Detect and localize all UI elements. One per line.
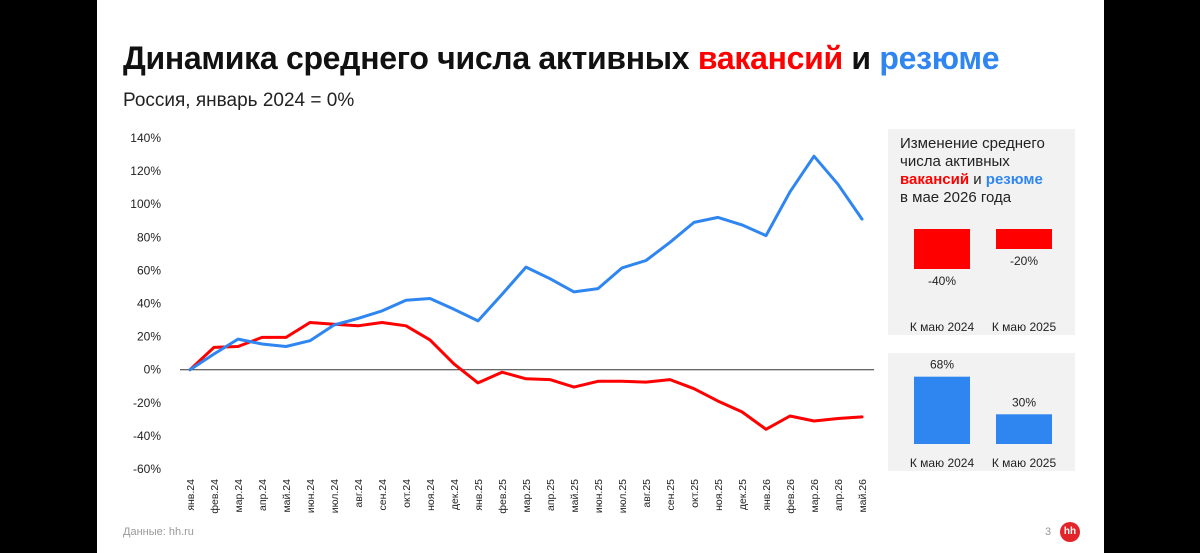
slide: Динамика среднего числа активных ваканси… (97, 0, 1104, 553)
vacancies-bar-category: К маю 2025 (992, 320, 1057, 334)
resumes-bar (914, 376, 970, 444)
chart-subtitle: Россия, январь 2024 = 0% (123, 90, 355, 111)
side-vacancies: вакансий (900, 171, 970, 188)
title-vacancies: вакансий (697, 40, 843, 76)
x-tick-label: май.26 (857, 479, 869, 513)
x-tick-label: июн.25 (593, 479, 605, 513)
x-tick-label: окт.24 (401, 479, 413, 508)
data-source: Данные: hh.ru (123, 526, 194, 538)
x-tick-label: июл.24 (329, 479, 341, 513)
side-title-line2: числа активных (900, 153, 1010, 170)
resumes-bar-category: К маю 2024 (910, 456, 975, 470)
title-and: и (842, 40, 880, 76)
resumes-bar-label: 30% (1012, 395, 1036, 409)
y-tick-label: 0% (144, 363, 162, 377)
resumes-bar-category: К маю 2025 (992, 456, 1057, 470)
hh-logo: hh (1060, 522, 1080, 542)
x-tick-label: сен.25 (665, 479, 677, 511)
x-tick-label: сен.24 (377, 479, 389, 511)
x-tick-label: янв.25 (473, 479, 485, 511)
side-panel-title: Изменение среднего числа активных ваканс… (900, 135, 1070, 207)
y-tick-label: 100% (130, 197, 161, 211)
x-tick-label: дек.25 (737, 479, 749, 510)
x-tick-label: мар.25 (521, 479, 533, 513)
x-tick-label: апр.26 (833, 479, 845, 511)
side-resumes: резюме (985, 171, 1043, 188)
x-tick-label: фев.24 (209, 479, 221, 514)
y-tick-label: 80% (137, 230, 161, 244)
y-tick-label: 20% (137, 330, 161, 344)
x-tick-label: фев.25 (497, 479, 509, 514)
x-tick-label: янв.26 (761, 479, 773, 511)
x-tick-label: фев.26 (785, 479, 797, 514)
x-tick-label: апр.25 (545, 479, 557, 511)
y-tick-label: -60% (133, 462, 161, 476)
vacancies-bar-label: -40% (928, 274, 956, 288)
y-tick-label: 120% (130, 164, 161, 178)
x-tick-label: мар.26 (809, 479, 821, 513)
title-text: Динамика среднего числа активных (123, 40, 698, 76)
x-tick-label: авг.25 (641, 479, 653, 508)
y-tick-label: 60% (137, 263, 161, 277)
x-tick-label: янв.24 (185, 479, 197, 511)
x-tick-label: авг.24 (353, 479, 365, 508)
y-tick-label: -20% (133, 396, 161, 410)
x-tick-label: май.25 (569, 479, 581, 513)
x-tick-label: окт.25 (689, 479, 701, 508)
x-tick-label: дек.24 (449, 479, 461, 510)
y-tick-label: -40% (133, 429, 161, 443)
series-line-resumes (188, 154, 864, 372)
chart-canvas: 140% 120% 100% 80% 60% 40% 20% 0% -20% -40% -60% ян… (130, 131, 1057, 514)
side-title-line1: Изменение среднего (900, 135, 1045, 152)
vacancies-bar (996, 229, 1052, 249)
series-line-vacancies (188, 321, 864, 431)
x-tick-label: июн.24 (305, 479, 317, 513)
vacancies-bar (914, 229, 970, 269)
side-and: и (969, 171, 986, 188)
x-tick-label: ноя.25 (713, 479, 725, 511)
vacancies-bar-category: К маю 2024 (910, 320, 975, 334)
x-tick-label: май.24 (281, 479, 293, 513)
vacancies-bar-label: -20% (1010, 254, 1038, 268)
y-tick-label: 40% (137, 297, 161, 311)
chart-title: Динамика среднего числа активных ваканси… (123, 40, 1000, 77)
x-tick-label: июл.25 (617, 479, 629, 513)
page-number: 3 (1045, 526, 1052, 538)
title-resumes: резюме (879, 40, 1000, 76)
x-tick-label: мар.24 (233, 479, 245, 513)
side-title-line4: в мае 2026 года (900, 189, 1012, 206)
resumes-bar (996, 414, 1052, 444)
resumes-bar-label: 68% (930, 358, 954, 372)
side-panel-header: Изменение среднего числа активных ваканс… (888, 129, 1075, 217)
x-tick-label: апр.24 (257, 479, 269, 511)
side-title-line3: вакансий и резюме (900, 171, 1070, 189)
y-tick-label: 140% (130, 131, 161, 145)
x-tick-label: ноя.24 (425, 479, 437, 511)
